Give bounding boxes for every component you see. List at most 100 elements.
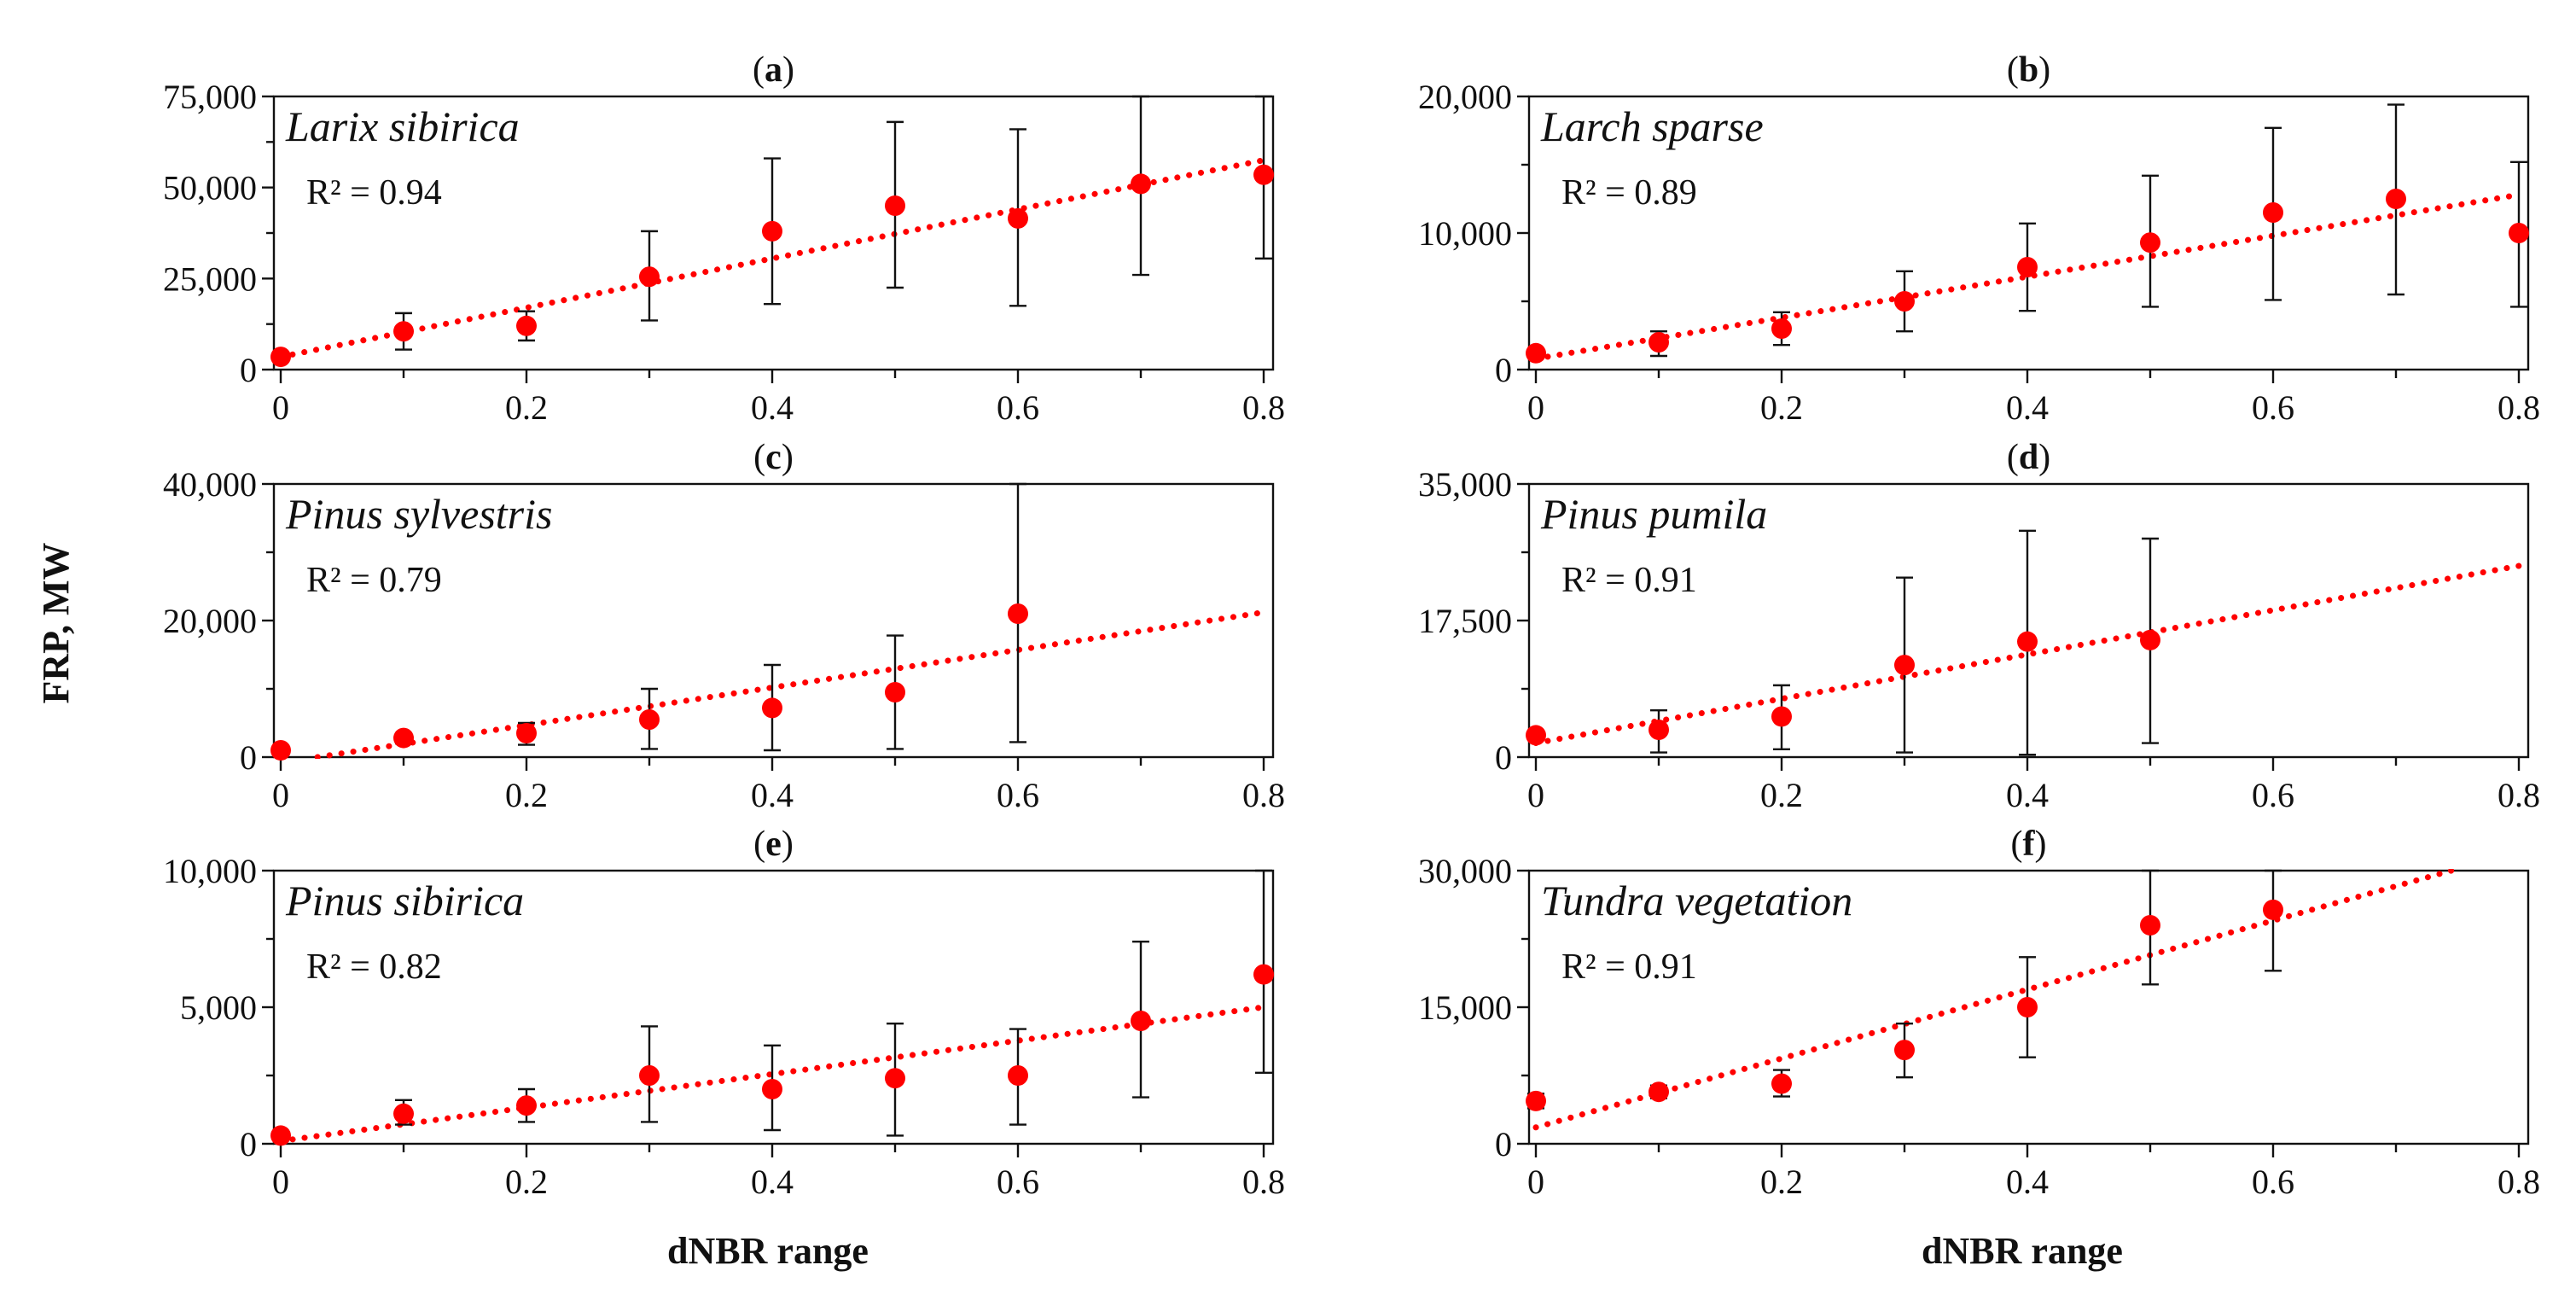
panel-b-data-point — [1771, 318, 1792, 339]
panel-a-data-point — [762, 220, 782, 242]
y-axis-title: FRP, MW — [35, 542, 77, 703]
panel-a-y-tick-label: 75,000 — [163, 78, 257, 116]
panel-e-species: Pinus sibirica — [285, 877, 524, 924]
panel-f-x-tick-label: 0.2 — [1760, 1163, 1803, 1201]
panel-c-y-tick-label: 20,000 — [163, 602, 257, 640]
panel-d-data-point — [2140, 629, 2160, 650]
panel-b-data-point — [2386, 189, 2406, 209]
panel-b-y-tick-label: 0 — [1495, 351, 1512, 389]
panel-a-x-tick-label: 0.8 — [1242, 388, 1285, 427]
panel-c: 0 0.2 0.4 0.6 0.8 0 20,000 40,000 (c) Pinus sylve… — [163, 438, 1285, 814]
panel-a-data-point — [639, 266, 660, 288]
x-axis-title-left: dNBR range — [667, 1230, 869, 1272]
panel-f-r2: R² = 0.91 — [1561, 947, 1697, 987]
panel-a-y-tick-label: 25,000 — [163, 259, 257, 298]
panel-e: 0 0.2 0.4 0.6 0.8 0 5,000 10,000 (e) Pinus sibiri… — [163, 825, 1285, 1201]
x-axis-title-right: dNBR range — [1922, 1230, 2123, 1272]
panel-e-x-tick-label: 0 — [272, 1163, 289, 1201]
panel-b-x-tick-label: 0.4 — [2006, 388, 2049, 427]
panel-e-data-point — [1253, 964, 1274, 985]
panel-f-trendline — [1532, 869, 2455, 1131]
panel-d-data-point — [1649, 720, 1669, 740]
panel-f: 0 0.2 0.4 0.6 0.8 0 15,000 30,000 (f) Tundra vege… — [1418, 825, 2540, 1201]
panel-e-data-point — [762, 1079, 782, 1099]
panel-a-data-point — [1131, 173, 1151, 195]
panel-c-trendline — [314, 609, 1267, 759]
panel-f-data-point — [1649, 1081, 1669, 1103]
panel-f-x-tick-label: 0.4 — [2006, 1163, 2049, 1201]
panel-f-y-tick-label: 0 — [1495, 1125, 1512, 1163]
panel-a-species: Larix sibirica — [285, 102, 520, 150]
panel-d-r2: R² = 0.91 — [1561, 561, 1697, 600]
panel-a-x-tick-label: 0 — [272, 388, 289, 427]
panel-b-label: (b) — [2007, 50, 2050, 90]
panel-a-data-point — [270, 347, 291, 368]
panel-b-y-tick-label: 20,000 — [1418, 78, 1512, 116]
panel-c-x-tick-label: 0.2 — [505, 776, 548, 814]
panel-a-trendline — [277, 157, 1267, 360]
panel-f-label: (f) — [2011, 825, 2047, 864]
panel-b-data-point — [2263, 202, 2283, 223]
panel-e-r2: R² = 0.82 — [306, 947, 442, 987]
panel-d-x-tick-label: 0.2 — [1760, 776, 1803, 814]
panel-d: 0 0.2 0.4 0.6 0.8 0 17,500 35,000 (d) Pinus pumil… — [1418, 438, 2540, 814]
panel-f-data-point — [2263, 899, 2283, 920]
panel-f-x-tick-label: 0 — [1527, 1163, 1544, 1201]
panel-e-data-point — [516, 1095, 537, 1116]
panel-e-label: (e) — [753, 825, 794, 864]
panel-f-y-tick-label: 15,000 — [1418, 988, 1512, 1027]
panel-a-data-point — [393, 321, 414, 342]
panel-e-y-tick-label: 5,000 — [180, 988, 257, 1027]
panel-a-x-tick-label: 0.4 — [751, 388, 794, 427]
panel-f-x-tick-label: 0.8 — [2497, 1163, 2540, 1201]
panel-b-y-tick-label: 10,000 — [1418, 214, 1512, 253]
panel-a-x-tick-label: 0.2 — [505, 388, 548, 427]
panel-d-x-tick-label: 0.6 — [2252, 776, 2294, 814]
panel-a-r2: R² = 0.94 — [306, 173, 442, 213]
panel-e-data-point — [270, 1125, 291, 1146]
panel-b-data-point — [2509, 223, 2529, 243]
panel-a-label: (a) — [753, 50, 794, 90]
panel-e-y-tick-label: 0 — [240, 1125, 257, 1163]
panel-c-species: Pinus sylvestris — [285, 490, 552, 538]
panel-e-data-point — [1131, 1011, 1151, 1031]
panel-d-data-point — [1894, 655, 1915, 676]
panel-c-data-point — [516, 723, 537, 743]
panel-c-data-point — [885, 682, 905, 702]
panel-c-r2: R² = 0.79 — [306, 561, 442, 600]
panel-f-y-tick-label: 30,000 — [1418, 852, 1512, 890]
panel-a-x-tick-label: 0.6 — [997, 388, 1039, 427]
panel-f-data-point — [1894, 1040, 1915, 1061]
panel-b-data-point — [1526, 342, 1546, 364]
panel-d-data-point — [1526, 725, 1546, 746]
panel-e-data-point — [1008, 1065, 1028, 1086]
panel-d-species: Pinus pumila — [1540, 490, 1767, 538]
panel-d-data-point — [2017, 631, 2038, 652]
panel-b-species: Larch sparse — [1540, 102, 1764, 150]
panel-b-x-tick-label: 0.8 — [2497, 388, 2540, 427]
panel-e-x-tick-label: 0.6 — [997, 1163, 1039, 1201]
panel-e-x-tick-label: 0.4 — [751, 1163, 794, 1201]
panel-c-label: (c) — [753, 438, 794, 477]
panel-f-data-point — [2017, 997, 2038, 1017]
panel-b-data-point — [2140, 232, 2160, 254]
panel-a-data-point — [516, 315, 537, 336]
panel-a-y-tick-label: 50,000 — [163, 169, 257, 207]
panel-f-data-point — [1771, 1073, 1792, 1094]
panel-b-x-tick-label: 0.2 — [1760, 388, 1803, 427]
panel-a-data-point — [885, 195, 905, 216]
panel-c-data-point — [1008, 603, 1028, 624]
panel-b-x-tick-label: 0 — [1527, 388, 1544, 427]
panel-f-species: Tundra vegetation — [1541, 877, 1852, 924]
panel-d-x-tick-label: 0.4 — [2006, 776, 2049, 814]
panel-f-data-point — [2140, 915, 2160, 936]
panel-e-data-point — [639, 1065, 660, 1086]
panel-b-r2: R² = 0.89 — [1561, 173, 1697, 213]
panel-b-x-tick-label: 0.6 — [2252, 388, 2294, 427]
panel-b-data-point — [1649, 332, 1669, 353]
panel-a-data-point — [1253, 164, 1274, 185]
panel-b-data-point — [1894, 291, 1915, 312]
panel-d-data-point — [1771, 706, 1792, 727]
panel-c-x-tick-label: 0.6 — [997, 776, 1039, 814]
